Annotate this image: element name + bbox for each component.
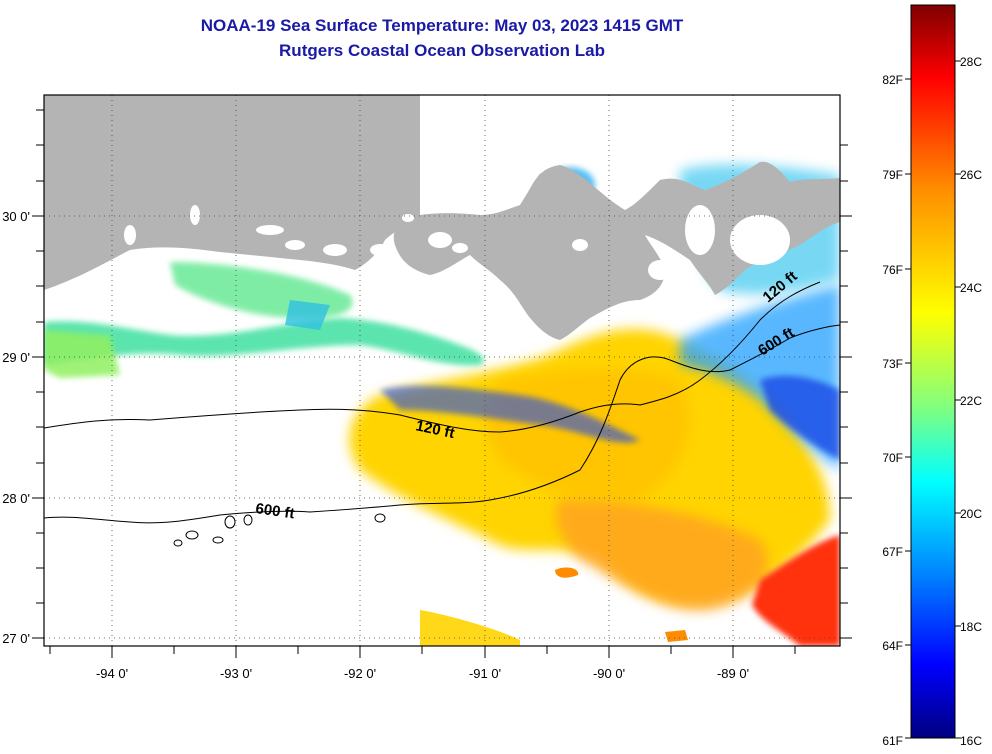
colorbar-c-label: 24C (960, 281, 982, 295)
colorbar-f-label: 76F (882, 263, 903, 277)
contour-label-600ft-west: 600 ft (254, 500, 295, 522)
lat-tick-label: 29 0' (2, 350, 30, 365)
colorbar-ramp (910, 4, 956, 739)
land-mass (44, 95, 840, 340)
coastal-lakes (124, 205, 790, 280)
colorbar: 82F 79F 76F 73F 70F 67F 64F 61F 28C 26C … (882, 4, 982, 748)
lat-tick-label: 27 0' (2, 631, 30, 646)
colorbar-f-label: 82F (882, 73, 903, 87)
graticule (44, 95, 840, 646)
colorbar-c-label: 16C (960, 734, 982, 748)
colorbar-c-label: 18C (960, 620, 982, 634)
depth-contours (44, 281, 840, 547)
map-title: NOAA-19 Sea Surface Temperature: May 03,… (200, 16, 684, 35)
contour-120ft-west (44, 281, 821, 433)
colorbar-f-label: 64F (882, 639, 903, 653)
lon-tick-label: -89 0' (717, 666, 749, 681)
lon-tick-label: -94 0' (96, 666, 128, 681)
lon-tick-label: -90 0' (593, 666, 625, 681)
lat-tick-label: 28 0' (2, 491, 30, 506)
colorbar-f-label: 61F (882, 734, 903, 748)
land-west (44, 95, 420, 290)
colorbar-f-label: 70F (882, 451, 903, 465)
lon-tick-label: -93 0' (220, 666, 252, 681)
lon-tick-label: -92 0' (344, 666, 376, 681)
map-subtitle: Rutgers Coastal Ocean Observation Lab (279, 41, 605, 60)
lon-tick-label: -91 0' (469, 666, 501, 681)
contour-600ft (44, 324, 840, 524)
lat-tick-label: 30 0' (2, 209, 30, 224)
colorbar-c-label: 28C (960, 55, 982, 69)
colorbar-f-label: 79F (882, 168, 903, 182)
lon-axis: -94 0' -93 0' -92 0' -91 0' -90 0' -89 0… (49, 646, 796, 681)
colorbar-f-label: 73F (882, 357, 903, 371)
colorbar-c-label: 26C (960, 168, 982, 182)
colorbar-c-label: 22C (960, 394, 982, 408)
colorbar-f-label: 67F (882, 545, 903, 559)
colorbar-c-label: 20C (960, 507, 982, 521)
lat-axis: 30 0' 29 0' 28 0' 27 0' (2, 109, 852, 646)
map-frame (43, 94, 841, 647)
